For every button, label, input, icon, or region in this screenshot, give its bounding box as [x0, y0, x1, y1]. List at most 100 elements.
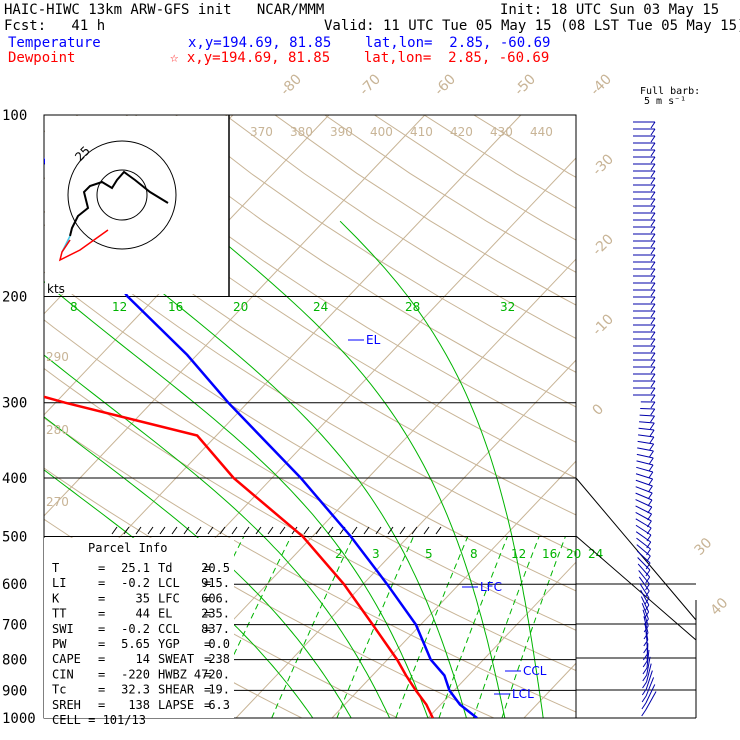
wind-barb [645, 691, 657, 711]
temperature-profile-line [44, 157, 478, 718]
isotherm-line [331, 460, 576, 718]
isotherm-line [620, 115, 740, 718]
wind-barb-flag [650, 254, 656, 262]
pressure-label: 100 [2, 108, 27, 124]
mixing-ratio-line [472, 536, 540, 718]
moist-adiabat-line [44, 416, 352, 718]
wind-barb-flag [650, 359, 656, 367]
barb-area-outline [575, 535, 697, 641]
barb-area-outline [575, 477, 697, 621]
wind-barb [643, 616, 649, 634]
wind-barb [637, 440, 654, 445]
wind-barb [636, 550, 651, 564]
freezing-tick [111, 526, 118, 535]
wind-barb [635, 531, 652, 543]
mixing-ratio-label: 2 [335, 547, 343, 561]
freezing-tick [411, 526, 418, 535]
wind-barb-flag [650, 394, 656, 402]
wind-barb-flag [642, 681, 647, 689]
hodograph-ring-outer [67, 140, 177, 250]
wind-barb [637, 563, 651, 578]
parcel-box [44, 538, 234, 718]
isotherm-line [235, 359, 576, 718]
wind-barb [635, 524, 652, 536]
wind-barb [635, 518, 652, 529]
dry-adiabat-line [44, 319, 576, 631]
parcel-row-left-eq: = [98, 652, 105, 666]
valid-time: Valid: 11 UTC Tue 05 May 15 (08 LST Tue … [324, 18, 740, 34]
marker-lcl-label: LCL [512, 687, 534, 701]
parcel-row-right-value: 19. [208, 683, 230, 697]
parcel-row-left-eq: = [98, 683, 105, 697]
wind-barb-flag [650, 289, 656, 297]
dewpoint-profile-line [44, 395, 434, 718]
parcel-row-left-name: CAPE [52, 652, 81, 666]
dry-adiabat-line [44, 129, 576, 479]
freezing-tick [147, 526, 154, 535]
parcel-row-right-eq: = [204, 591, 211, 605]
parcel-row-left-eq: = [98, 698, 105, 712]
wind-barb-flag [650, 282, 656, 290]
moist-adiabat-line [44, 354, 391, 718]
dry-adiabat-line [274, 115, 576, 306]
wind-barb-flag [642, 674, 648, 682]
parcel-row-left-name: LI [52, 576, 66, 590]
parcel-row-left-eq: = [98, 576, 105, 590]
parcel-row-right-name: LFC [158, 591, 180, 605]
isotherm-label: -60 [432, 71, 459, 98]
hodograph-trace-upper [69, 170, 169, 237]
wind-barb-flag [645, 562, 651, 570]
pressure-label: 500 [2, 529, 27, 545]
dry-adiabat-line [374, 115, 576, 241]
mixing-ratio-line [336, 536, 414, 718]
wind-barb-flag [641, 702, 647, 710]
freezing-tick [171, 526, 178, 535]
isotherm-line [44, 115, 426, 517]
parcel-row-right-eq: = [204, 683, 211, 697]
wind-barb [637, 557, 651, 571]
wind-barb [638, 427, 655, 431]
isotherm-label: -10 [590, 311, 617, 338]
theta-label: 380 [290, 125, 313, 139]
parcel-row-left-name: T [52, 561, 59, 575]
mixing-ratio-label: 20 [566, 547, 581, 561]
wind-barb-flag [650, 219, 656, 227]
barb-legend-title: Full barb: [640, 86, 701, 97]
dry-adiabat-line [423, 115, 576, 209]
wind-barb-flag [641, 709, 647, 717]
wind-barb [641, 602, 649, 620]
freezing-tick [231, 526, 238, 535]
parcel-row-right-name: EL [158, 607, 172, 621]
freezing-tick [267, 526, 274, 535]
wind-barb-flag [650, 261, 656, 269]
isotherm-label: 30 [692, 535, 716, 559]
pressure-label: 300 [2, 396, 27, 412]
mixing-ratio-line [271, 536, 354, 718]
parcel-row-left-value: 44 [136, 607, 150, 621]
parcel-row-right-value: 235. [201, 607, 230, 621]
wind-barb-flag [649, 422, 655, 430]
init-time: Init: 18 UTC Sun 03 May 15 [500, 2, 720, 18]
parcel-row-left-value: 35 [136, 591, 150, 605]
dewpoint-label: Dewpoint [8, 50, 76, 66]
isotherm-label: -40 [588, 71, 615, 98]
moist-adiabat-line [44, 280, 429, 718]
mixing-ratio-label: 3 [372, 547, 380, 561]
parcel-row-right-name: Td [158, 561, 172, 575]
hodograph-ring-inner [96, 169, 148, 221]
wind-barb [638, 434, 654, 438]
parcel-row-left-name: K [52, 591, 60, 605]
isotherm-label: -70 [357, 71, 384, 98]
parcel-row-left-value: -0.2 [121, 622, 150, 636]
pressure-label: 1000 [2, 711, 36, 727]
mixing-ratio-label: 5 [425, 547, 433, 561]
freezing-tick [399, 526, 406, 535]
parcel-row-left-eq: = [98, 561, 105, 575]
theta-label: 430 [490, 125, 513, 139]
parcel-row-left-value: -0.2 [121, 576, 150, 590]
parcel-row-left-value: -220 [121, 667, 150, 681]
wind-barb-flag [648, 478, 654, 486]
wind-barb-flag [650, 226, 656, 234]
wind-barb-flag [650, 373, 656, 381]
mixing-ratio-label: 12 [511, 547, 526, 561]
